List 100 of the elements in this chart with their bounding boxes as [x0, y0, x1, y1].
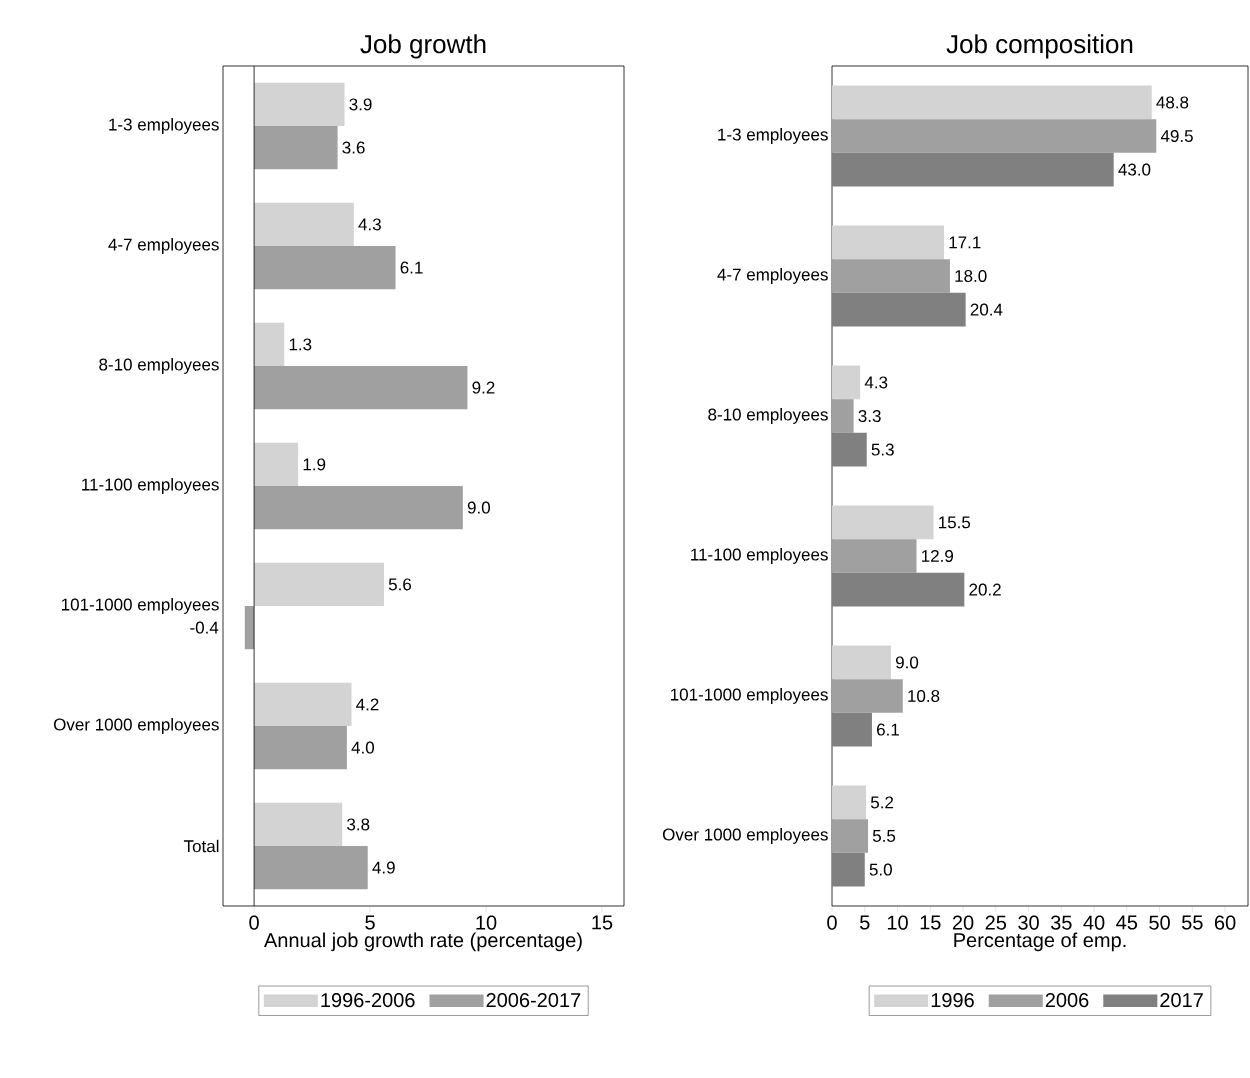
bar: [254, 562, 384, 606]
data-label: -0.4: [190, 621, 219, 634]
bar: [254, 366, 468, 410]
x-tick-label: 50: [1149, 915, 1170, 930]
x-tick-label: 15: [592, 915, 613, 930]
data-label: 4.3: [864, 376, 888, 389]
data-label: 1.9: [303, 458, 326, 471]
y-tick-label: 1-3 employees: [718, 128, 828, 144]
bar: [832, 292, 966, 327]
x-axis-title: Percentage of emp.: [954, 932, 1126, 952]
data-label: 4.0: [351, 741, 375, 754]
legend-label: 2006-2017: [486, 993, 581, 1008]
x-tick-label: 5: [365, 915, 375, 930]
bar: [832, 225, 945, 260]
x-tick-label: 60: [1214, 915, 1236, 930]
data-label: 1.3: [289, 338, 312, 351]
bar: [832, 785, 867, 820]
data-label: 3.8: [347, 818, 370, 831]
y-tick-label: Over 1000 employees: [662, 828, 828, 844]
bar: [832, 85, 1152, 120]
bar: [254, 82, 345, 126]
x-tick-label: 55: [1182, 915, 1203, 930]
bar: [254, 126, 338, 170]
bar: [832, 399, 854, 433]
x-tick-label: 40: [1083, 915, 1105, 930]
data-label: 20.2: [969, 583, 1001, 596]
chart-title: Job growth: [360, 34, 486, 59]
y-tick-label: Total: [183, 839, 219, 853]
x-tick-label: 10: [476, 915, 497, 930]
data-label: 5.5: [872, 830, 896, 842]
y-tick-label: 11-100 employees: [82, 478, 219, 494]
data-label: 17.1: [949, 236, 981, 249]
legend-label: 1996: [931, 993, 974, 1008]
data-label: 18.0: [955, 269, 987, 283]
data-label: 6.1: [400, 261, 423, 274]
x-tick-label: 45: [1116, 915, 1138, 930]
chart-title: Job composition: [946, 34, 1133, 59]
x-tick-label: 5: [860, 915, 870, 930]
data-label: 9.0: [467, 501, 490, 514]
x-tick-label: 0: [249, 915, 259, 930]
bar: [832, 645, 891, 680]
y-tick-label: 101-1000 employees: [62, 598, 219, 614]
bar: [832, 365, 861, 400]
data-label: 3.6: [342, 141, 365, 154]
x-tick-label: 10: [887, 915, 908, 930]
bar: [254, 846, 368, 890]
data-label: 49.5: [1160, 129, 1193, 143]
y-tick-label: 11-100 employees: [691, 548, 828, 564]
bar: [832, 119, 1157, 153]
y-tick-label: 8-10 employees: [708, 408, 828, 424]
x-tick-label: 20: [952, 915, 974, 930]
bar: [254, 682, 352, 726]
data-label: 3.9: [349, 98, 372, 111]
bar: [254, 486, 463, 530]
legend-label: 2017: [1160, 993, 1203, 1008]
data-label: 12.9: [922, 549, 953, 563]
data-label: 5.3: [871, 443, 894, 456]
data-label: 48.8: [1156, 96, 1189, 109]
data-label: 5.0: [869, 863, 892, 876]
data-label: 9.0: [895, 656, 919, 669]
data-label: 4.3: [358, 218, 381, 231]
bar: [832, 539, 917, 573]
bar: [832, 852, 865, 887]
bar: [832, 432, 867, 467]
bar: [832, 819, 869, 853]
data-label: 3.3: [858, 409, 881, 423]
y-tick-label: 1-3 employees: [109, 118, 219, 134]
x-tick-label: 0: [827, 915, 837, 930]
bar: [832, 259, 950, 293]
bar: [254, 442, 299, 486]
legend-label: 1996-2006: [321, 993, 415, 1008]
bar: [832, 712, 872, 747]
bar: [254, 322, 285, 366]
data-label: 43.0: [1118, 163, 1151, 176]
data-label: 5.6: [388, 578, 412, 591]
bar: [254, 202, 354, 246]
bar: [254, 802, 343, 846]
bar: [832, 679, 903, 713]
bar: [832, 152, 1114, 187]
data-label: 6.1: [877, 723, 899, 736]
x-tick-label: 30: [1018, 915, 1039, 930]
data-label: 9.2: [472, 381, 495, 394]
x-tick-label: 35: [1050, 915, 1072, 930]
data-label: 20.4: [970, 303, 1003, 316]
data-label: 4.2: [356, 698, 379, 711]
bar: [832, 572, 965, 607]
data-label: 15.5: [939, 516, 971, 529]
data-label: 5.2: [870, 796, 894, 809]
legend-label: 2006: [1045, 993, 1089, 1008]
x-tick-label: 15: [920, 915, 941, 930]
bar: [254, 726, 347, 770]
y-tick-label: 8-10 employees: [99, 358, 219, 374]
y-tick-label: Over 1000 employees: [53, 718, 219, 734]
x-tick-label: 25: [985, 915, 1007, 930]
y-tick-label: 101-1000 employees: [671, 688, 828, 704]
bar: [254, 246, 396, 290]
data-label: 10.8: [908, 689, 940, 703]
y-tick-label: 4-7 employees: [717, 268, 828, 284]
y-tick-label: 4-7 employees: [108, 238, 219, 254]
data-label: 4.9: [372, 861, 395, 874]
